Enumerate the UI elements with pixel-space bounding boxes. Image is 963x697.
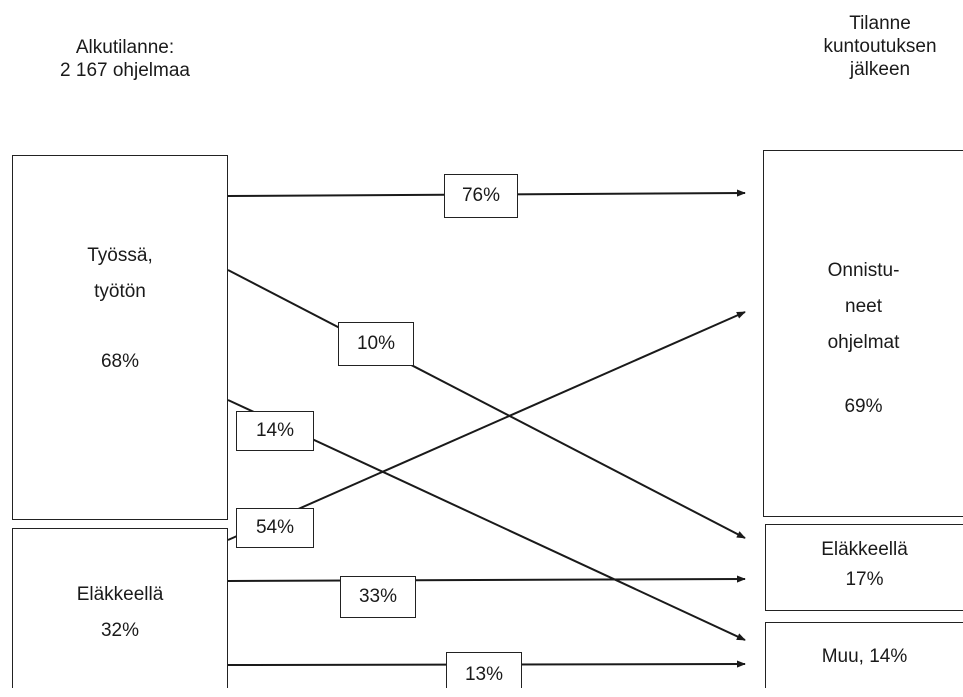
arrow-working-to-other: [227, 399, 746, 641]
start-working-label-line1: Työssä,: [87, 245, 153, 266]
end-header-line2: kuntoutuksen: [823, 36, 937, 57]
start-header-count: 2 167 ohjelmaa: [60, 60, 190, 81]
end-header-line3: jälkeen: [849, 59, 911, 80]
start-working-value: 68%: [100, 351, 140, 372]
end-other-label: Muu, 14%: [821, 646, 908, 667]
flow-label-retired-to-retired: 33%: [340, 576, 416, 618]
start-working-label-line2: työtön: [94, 281, 146, 302]
flow-label-retired-to-successful: 54%: [236, 508, 314, 548]
end-successful-label-line1: Onnistu-: [827, 260, 900, 281]
end-successful-value: 69%: [844, 396, 883, 417]
end-retired-label: Eläkkeellä: [821, 539, 908, 560]
arrow-retired-to-successful: [227, 311, 746, 541]
arrow-working-to-retired: [227, 269, 746, 539]
flow-label-working-to-retired: 10%: [338, 322, 414, 366]
end-header-line1: Tilanne: [849, 13, 911, 34]
end-box-successful: Onnistu- neet ohjelmat 69%: [763, 150, 963, 517]
start-retired-label: Eläkkeellä: [76, 584, 164, 605]
start-retired-value: 32%: [100, 620, 140, 641]
start-box-retired: Eläkkeellä 32%: [12, 528, 228, 688]
arrow-retired-to-retired: [227, 575, 746, 583]
start-box-working: Työssä, työtön 68%: [12, 155, 228, 520]
end-successful-label-line3: ohjelmat: [827, 332, 900, 353]
end-retired-value: 17%: [845, 569, 884, 590]
flow-label-working-to-successful: 76%: [444, 174, 518, 218]
flow-label-retired-to-other: 13%: [446, 652, 522, 688]
end-header: Tilanne kuntoutuksen jälkeen: [800, 12, 960, 81]
flow-label-working-to-other: 14%: [236, 411, 314, 451]
end-successful-label-line2: neet: [845, 296, 882, 317]
end-box-other: Muu, 14%: [765, 622, 963, 688]
end-box-retired: Eläkkeellä 17%: [765, 524, 963, 611]
start-header: Alkutilanne: 2 167 ohjelmaa: [30, 36, 220, 82]
start-header-title: Alkutilanne:: [75, 37, 175, 58]
